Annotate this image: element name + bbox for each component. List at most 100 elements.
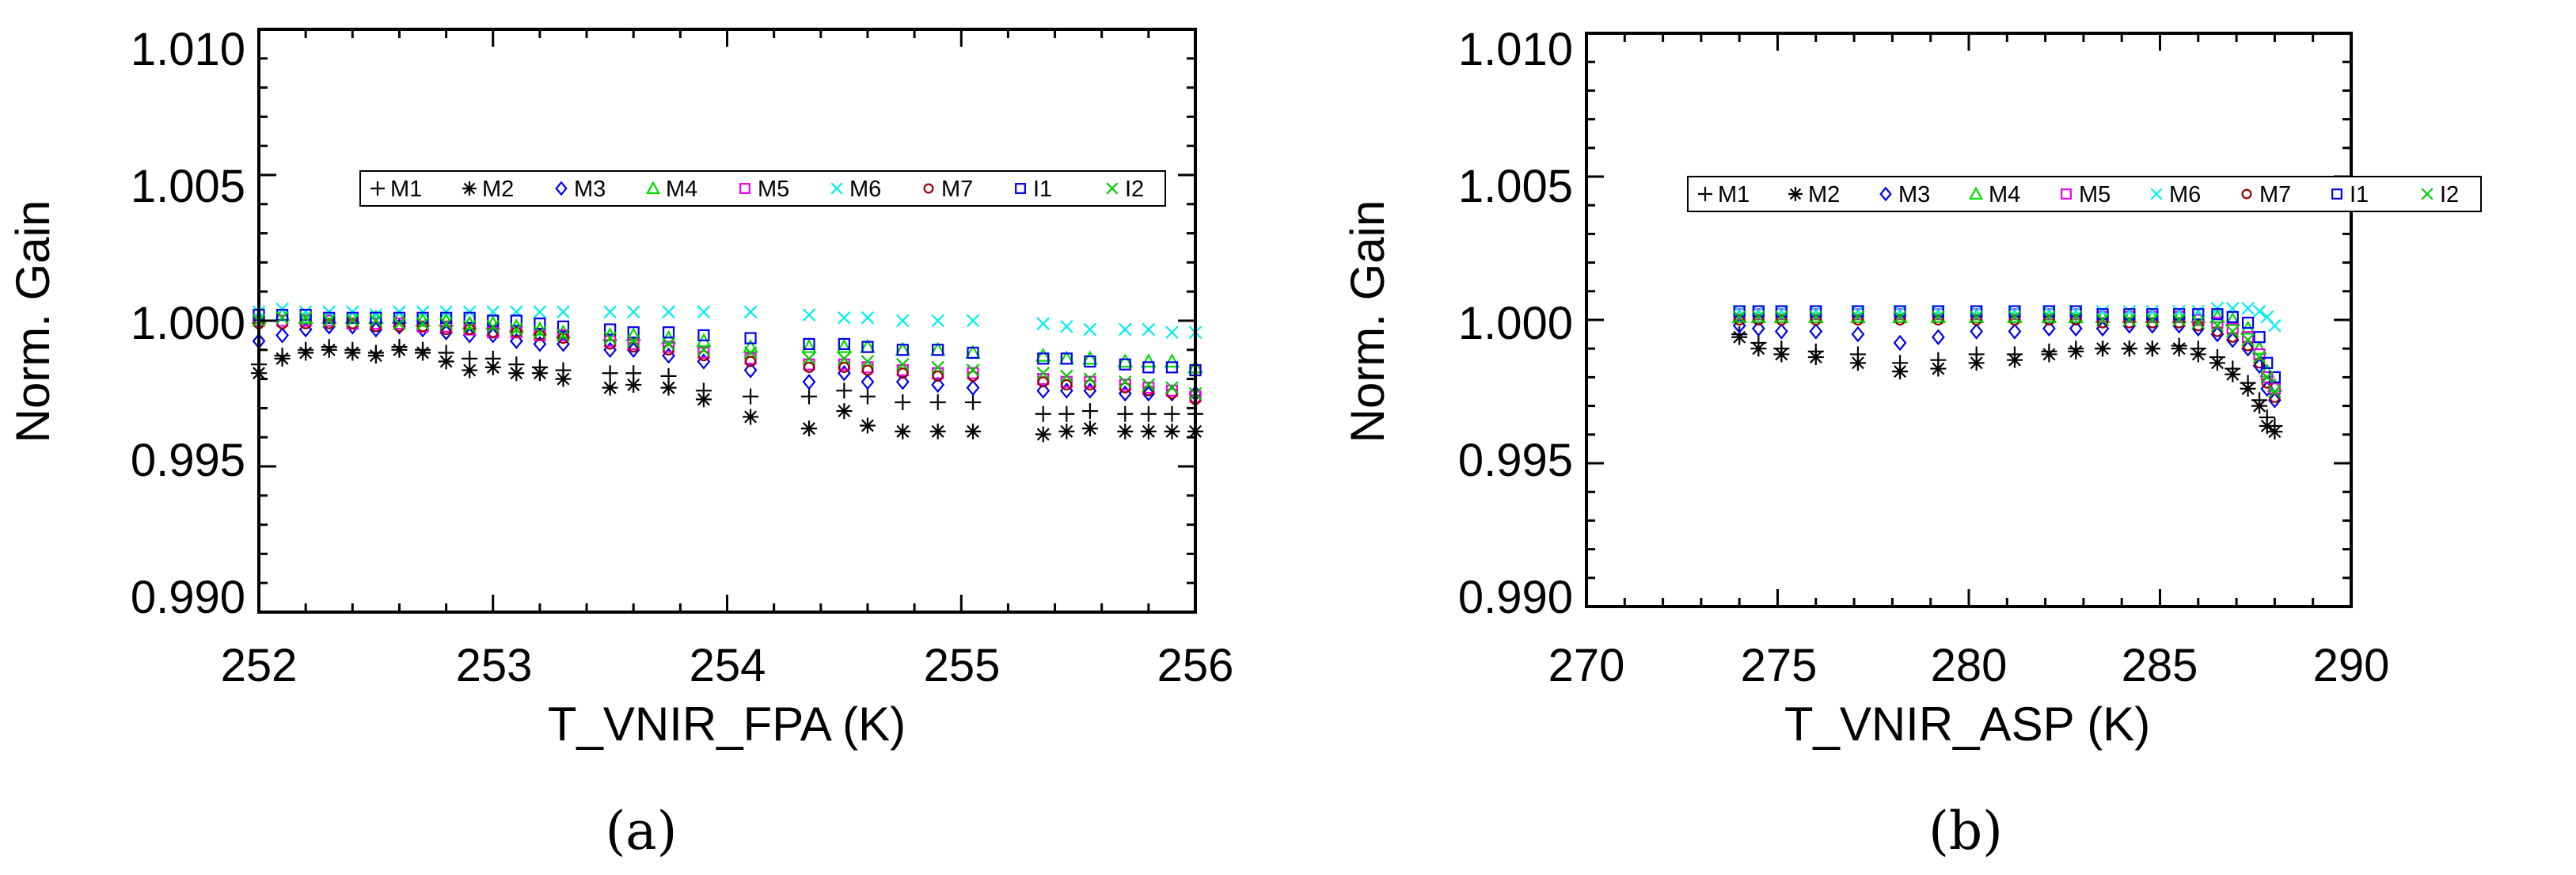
data-point — [2069, 310, 2083, 324]
legend-entry-m2: M2 — [462, 177, 514, 202]
data-point — [931, 360, 944, 375]
data-point — [439, 317, 453, 330]
data-point — [367, 348, 384, 364]
panel-b-xlabel: T_VNIR_ASP (K) — [1784, 698, 2150, 751]
data-point — [534, 318, 546, 330]
data-point — [662, 337, 675, 351]
data-point — [2043, 314, 2055, 326]
data-point — [838, 311, 851, 325]
data-point — [1035, 405, 1051, 422]
data-point — [511, 326, 522, 338]
legend-marker — [645, 181, 661, 194]
legend-marker — [923, 183, 934, 194]
data-point — [1732, 304, 1746, 318]
panel-b-data-markers — [1731, 302, 2283, 440]
panel-a-series-i2 — [252, 311, 1203, 401]
data-point — [415, 344, 431, 361]
data-point — [463, 311, 476, 324]
panel-b-series-m6 — [1732, 302, 2282, 333]
legend-label: M1 — [1718, 182, 1750, 207]
data-point — [895, 374, 910, 390]
data-point — [1751, 320, 1765, 337]
legend-marker — [1698, 187, 1712, 201]
data-point — [1117, 423, 1134, 439]
data-point — [2211, 317, 2224, 329]
data-point — [2225, 311, 2241, 326]
data-point — [1140, 405, 1157, 422]
data-point — [967, 367, 979, 379]
data-point — [1930, 360, 1947, 377]
data-point — [2225, 366, 2241, 382]
data-point — [627, 337, 640, 351]
legend-marker — [1106, 182, 1119, 195]
panel-b-ytick-label: 1.000 — [1458, 298, 1573, 349]
data-point — [2171, 340, 2187, 357]
data-point — [1750, 340, 1767, 357]
data-point — [557, 320, 570, 333]
legend-marker — [370, 181, 385, 196]
data-point — [966, 379, 980, 396]
data-point — [2191, 316, 2206, 329]
data-point — [1164, 405, 1180, 422]
panel-a-ytick-label: 0.990 — [131, 572, 245, 623]
data-point — [1035, 426, 1051, 443]
data-point — [697, 329, 710, 341]
data-point — [2069, 320, 2083, 337]
panel-b-xtick-label: 270 — [1548, 640, 1625, 691]
data-point — [1083, 322, 1097, 337]
data-point — [510, 314, 522, 327]
legend-entry-m3: M3 — [1879, 182, 1930, 207]
legend-entry-m7: M7 — [923, 177, 973, 202]
data-point — [462, 362, 478, 379]
data-point — [1809, 310, 1823, 324]
data-point — [2210, 318, 2225, 333]
data-point — [2096, 317, 2109, 329]
panel-a-xtick-label: 256 — [1157, 640, 1234, 691]
data-point — [464, 323, 476, 336]
data-point — [2268, 318, 2282, 333]
data-point — [508, 365, 525, 382]
panel-b-xtick-label: 275 — [1741, 640, 1818, 691]
data-point — [531, 365, 548, 382]
data-point — [859, 388, 876, 405]
data-point — [2070, 314, 2082, 326]
data-point — [1058, 405, 1075, 422]
data-point — [1119, 322, 1132, 337]
data-point — [1809, 304, 1823, 318]
data-point — [2069, 304, 2083, 318]
panel-b-series-i2 — [1732, 310, 2282, 398]
data-point — [2261, 356, 2274, 369]
panel-b-ylabel: Norm. Gain — [1341, 200, 1394, 443]
data-point — [2042, 310, 2056, 324]
data-point — [1165, 381, 1179, 394]
data-point — [965, 423, 982, 439]
data-point — [838, 361, 850, 373]
data-point — [2241, 302, 2255, 315]
legend-label: M6 — [849, 177, 881, 202]
data-point — [2252, 304, 2266, 318]
data-point — [1893, 334, 1907, 352]
panel-b-plot-frame — [1585, 32, 2353, 608]
data-point — [965, 394, 982, 411]
data-point — [895, 423, 911, 439]
data-point — [1084, 355, 1096, 368]
data-point — [2095, 340, 2111, 357]
data-point — [557, 305, 570, 319]
data-point — [2209, 355, 2225, 371]
data-point — [743, 305, 758, 319]
data-point — [1165, 384, 1179, 397]
panel-b-series-m3 — [1732, 318, 2282, 409]
data-point — [2266, 424, 2283, 440]
legend-label: I2 — [1125, 177, 1144, 202]
panel-a-ytick-label: 1.005 — [131, 161, 245, 212]
data-point — [416, 317, 430, 330]
data-point — [662, 305, 675, 319]
data-point — [322, 314, 336, 328]
legend-label: I1 — [2350, 182, 2369, 207]
panel-a-xlabel: T_VNIR_FPA (K) — [548, 698, 906, 751]
data-point — [1119, 358, 1131, 371]
panel-a-xtick-label: 253 — [456, 640, 533, 691]
data-point — [2122, 313, 2137, 327]
data-point — [2209, 309, 2225, 323]
legend-label: I1 — [1033, 177, 1052, 202]
